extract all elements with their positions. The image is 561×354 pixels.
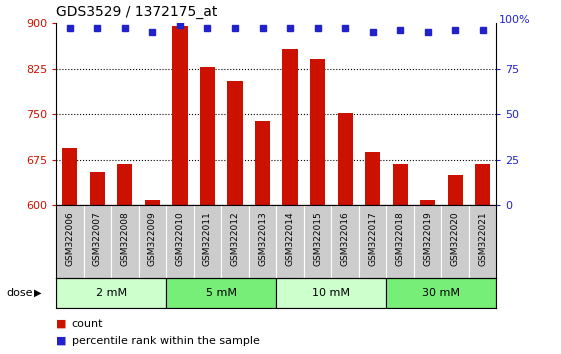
Bar bbox=[255, 121, 270, 205]
Text: count: count bbox=[72, 319, 103, 329]
Text: GSM322021: GSM322021 bbox=[478, 211, 487, 266]
Text: GSM322007: GSM322007 bbox=[93, 211, 102, 266]
Text: GSM322012: GSM322012 bbox=[231, 211, 240, 266]
Text: GSM322013: GSM322013 bbox=[258, 211, 267, 266]
Bar bbox=[365, 152, 380, 205]
Bar bbox=[62, 148, 77, 205]
Text: 2 mM: 2 mM bbox=[95, 288, 127, 298]
Text: GSM322010: GSM322010 bbox=[176, 211, 185, 266]
Bar bbox=[310, 59, 325, 205]
Bar bbox=[283, 48, 298, 205]
Bar bbox=[414, 205, 442, 278]
Text: GSM322020: GSM322020 bbox=[450, 211, 459, 266]
Bar bbox=[442, 205, 469, 278]
Bar bbox=[338, 113, 353, 205]
Bar bbox=[145, 200, 160, 205]
Bar bbox=[166, 205, 194, 278]
Bar bbox=[387, 205, 414, 278]
Bar bbox=[194, 205, 221, 278]
Bar bbox=[359, 205, 387, 278]
Text: 5 mM: 5 mM bbox=[206, 288, 237, 298]
Text: 100%: 100% bbox=[499, 15, 531, 25]
Text: ■: ■ bbox=[56, 319, 67, 329]
Bar bbox=[448, 175, 463, 205]
Bar bbox=[304, 205, 332, 278]
Text: GSM322017: GSM322017 bbox=[368, 211, 377, 266]
Text: dose: dose bbox=[7, 288, 33, 298]
Bar bbox=[227, 81, 242, 205]
Bar bbox=[469, 205, 496, 278]
Text: GSM322006: GSM322006 bbox=[66, 211, 75, 266]
Bar bbox=[139, 205, 166, 278]
Bar bbox=[166, 278, 276, 308]
Bar bbox=[249, 205, 276, 278]
Text: GSM322018: GSM322018 bbox=[396, 211, 404, 266]
Bar bbox=[221, 205, 249, 278]
Bar bbox=[56, 278, 166, 308]
Bar bbox=[56, 205, 84, 278]
Bar bbox=[276, 278, 387, 308]
Bar bbox=[332, 205, 359, 278]
Text: ■: ■ bbox=[56, 336, 67, 346]
Bar bbox=[387, 278, 496, 308]
Text: GSM322019: GSM322019 bbox=[423, 211, 432, 266]
Text: ▶: ▶ bbox=[34, 288, 42, 298]
Bar bbox=[475, 164, 490, 205]
Text: GSM322015: GSM322015 bbox=[313, 211, 322, 266]
Text: GSM322008: GSM322008 bbox=[121, 211, 130, 266]
Text: GSM322014: GSM322014 bbox=[286, 211, 295, 266]
Text: GSM322009: GSM322009 bbox=[148, 211, 157, 266]
Bar bbox=[172, 26, 187, 205]
Text: 30 mM: 30 mM bbox=[422, 288, 461, 298]
Bar bbox=[111, 205, 139, 278]
Text: GDS3529 / 1372175_at: GDS3529 / 1372175_at bbox=[56, 5, 218, 19]
Bar bbox=[276, 205, 304, 278]
Bar bbox=[393, 164, 408, 205]
Bar bbox=[420, 200, 435, 205]
Bar bbox=[200, 67, 215, 205]
Text: GSM322016: GSM322016 bbox=[341, 211, 350, 266]
Text: 10 mM: 10 mM bbox=[312, 288, 350, 298]
Bar bbox=[117, 164, 132, 205]
Text: percentile rank within the sample: percentile rank within the sample bbox=[72, 336, 260, 346]
Text: GSM322011: GSM322011 bbox=[203, 211, 212, 266]
Bar bbox=[90, 172, 105, 205]
Bar bbox=[84, 205, 111, 278]
